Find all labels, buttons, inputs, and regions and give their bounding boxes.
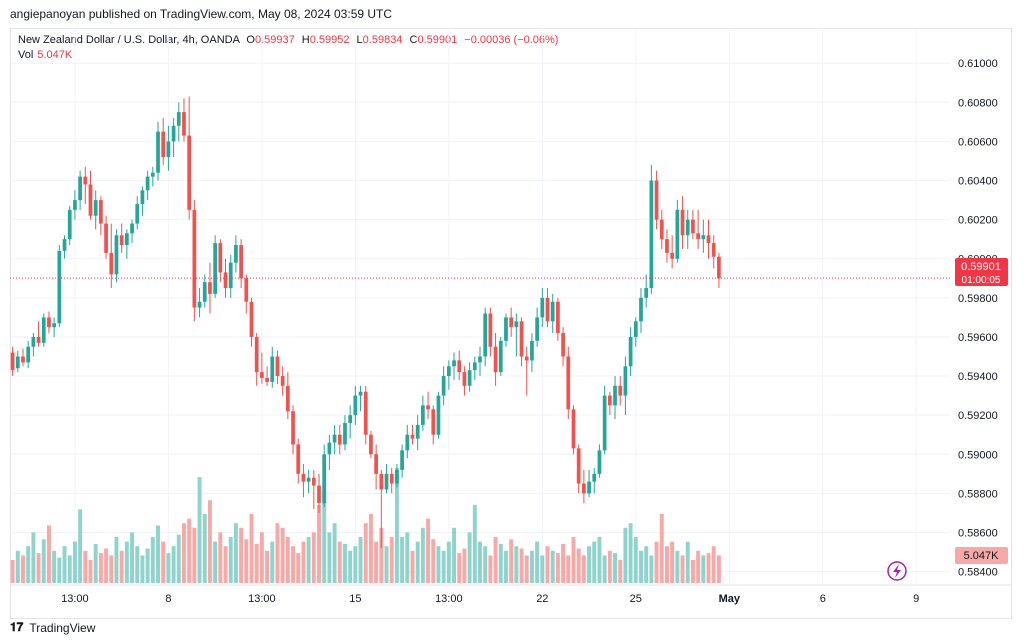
close-label: C [409,34,418,46]
publisher-line: angiepanoyan published on TradingView.co… [10,7,393,21]
open-value: 0.59937 [254,34,295,46]
footer-brand: TradingView [29,620,96,635]
low-label: L [356,34,363,46]
close-value: 0.59901 [417,34,458,46]
low-value: 0.59834 [362,34,403,46]
high-label: H [301,34,310,46]
open-label: O [246,34,255,46]
volume-label: Vol [18,49,34,61]
volume-value: 5.047K [37,49,73,61]
symbol-title: New Zealand Dollar / U.S. Dollar, 4h, OA… [18,34,240,46]
tradingview-logo-icon: 𝟏𝟕 [10,620,24,634]
chart-frame [10,28,1012,619]
symbol-legend: New Zealand Dollar / U.S. Dollar, 4h, OA… [18,34,558,46]
change-value: −0.00036 (−0.06%) [464,34,559,46]
volume-legend: Vol 5.047K [18,49,72,61]
footer: 𝟏𝟕 TradingView [10,620,95,635]
high-value: 0.59952 [309,34,350,46]
